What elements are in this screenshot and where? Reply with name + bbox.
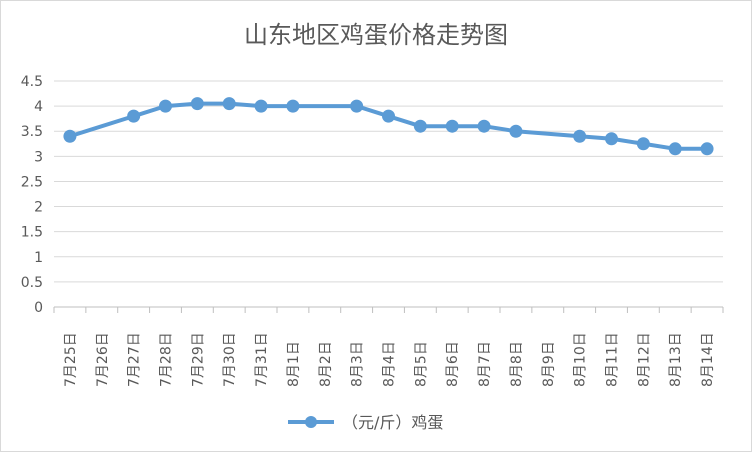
data-point (350, 99, 364, 113)
x-tick-label: 8月10日 (573, 332, 589, 387)
x-tick-label: 8月8日 (509, 341, 525, 387)
x-tick-label: 8月6日 (445, 341, 461, 387)
data-point (636, 137, 650, 151)
chart-title: 山东地区鸡蛋价格走势图 (244, 21, 508, 49)
x-tick-label: 8月2日 (318, 341, 334, 387)
y-tick-label: 3.5 (21, 124, 43, 140)
legend-marker (305, 416, 317, 428)
x-tick-label: 8月3日 (350, 341, 366, 387)
y-tick-label: 0 (34, 300, 43, 316)
legend: （元/斤）鸡蛋 (288, 413, 443, 432)
data-point (63, 129, 77, 143)
y-tick-label: 4.5 (21, 74, 43, 90)
y-tick-label: 1 (34, 250, 43, 266)
y-tick-label: 2 (34, 200, 43, 216)
y-tick-label: 4 (34, 99, 43, 115)
data-point (509, 124, 523, 138)
data-point (222, 97, 236, 111)
y-tick-label: 1.5 (21, 225, 43, 241)
x-tick-label: 7月31日 (254, 332, 270, 387)
data-point (127, 109, 141, 123)
x-tick-label: 7月30日 (222, 332, 238, 387)
x-tick-label: 7月25日 (63, 332, 79, 387)
x-tick-label: 8月11日 (605, 332, 621, 387)
data-point (159, 99, 172, 113)
x-tick-label: 8月14日 (700, 332, 716, 387)
data-point (286, 99, 300, 113)
x-tick-label: 8月1日 (286, 341, 302, 387)
data-point (668, 142, 682, 156)
x-tick-label: 8月13日 (668, 332, 684, 387)
data-point (573, 129, 587, 143)
x-tick-label: 8月9日 (541, 341, 557, 387)
data-point (382, 109, 395, 123)
y-tick-label: 2.5 (21, 174, 43, 190)
data-point (413, 119, 427, 133)
x-tick-label: 7月27日 (127, 332, 143, 387)
y-tick-label: 3 (34, 149, 43, 165)
x-axis-ticks: 7月25日 7月26日 7月27日 7月28日 7月29日 7月30日 7月31日 8月1日 8… (53, 307, 724, 387)
x-tick-label: 7月26日 (95, 332, 111, 387)
data-point (445, 119, 459, 133)
x-tick-label: 8月12日 (636, 332, 652, 387)
data-point (605, 132, 618, 146)
legend-label: （元/斤）鸡蛋 (342, 413, 443, 432)
y-axis-ticks: 0 0.5 1 1.5 2 2.5 3 3.5 4 4.5 (21, 74, 43, 316)
x-tick-label: 8月5日 (413, 341, 429, 387)
data-point (700, 142, 714, 156)
series-layer (63, 97, 714, 156)
x-tick-label: 7月28日 (159, 332, 175, 387)
data-point (477, 119, 491, 133)
x-tick-label: 8月4日 (382, 341, 398, 387)
y-tick-label: 0.5 (21, 275, 43, 291)
data-point (254, 99, 268, 113)
x-tick-label: 8月7日 (477, 341, 493, 387)
x-tick-label: 7月29日 (190, 332, 206, 387)
data-point (190, 97, 204, 111)
